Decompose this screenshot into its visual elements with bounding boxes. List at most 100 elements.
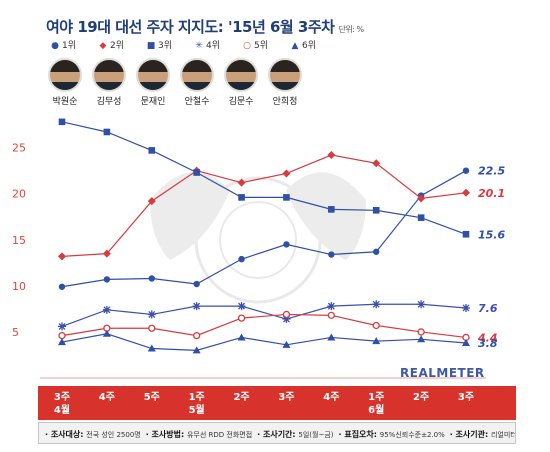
- data-point: [58, 338, 66, 346]
- portrait-photo-icon: [268, 58, 302, 92]
- data-point: [58, 322, 66, 331]
- data-point: [417, 214, 425, 221]
- data-point: [462, 167, 470, 174]
- data-point: [283, 241, 290, 248]
- y-tick-label: 25: [12, 142, 26, 155]
- data-point: [103, 276, 111, 283]
- footer-label: · 조사기관:: [449, 430, 491, 439]
- portrait-photo-icon: [136, 58, 170, 92]
- end-value-label: 4.4: [477, 331, 498, 344]
- candidate-name: 박원순: [52, 97, 78, 107]
- footer-value: 리얼미터: [490, 431, 516, 439]
- data-point: [147, 310, 156, 319]
- footer-value: 5일(월~금): [298, 431, 334, 439]
- data-point: [103, 128, 111, 136]
- data-point: [193, 169, 200, 176]
- data-point: [237, 333, 246, 341]
- data-point: [417, 328, 425, 336]
- x-tick-label: 4주: [99, 391, 115, 403]
- data-point: [328, 206, 335, 213]
- candidate-portrait: 김문수: [222, 58, 260, 107]
- data-point: [148, 275, 155, 282]
- end-value-label: 15.6: [478, 228, 505, 241]
- series-line: [61, 303, 467, 327]
- data-point: [372, 159, 381, 168]
- legend-label: 4위: [206, 41, 221, 51]
- data-point: [327, 151, 336, 160]
- legend-item: ▲ 6위: [290, 38, 316, 51]
- footer-label: · 조사방법:: [145, 430, 187, 439]
- unit-label: 단위: %: [338, 25, 364, 34]
- data-point: [327, 302, 336, 311]
- data-point: [148, 147, 156, 154]
- candidate-portrait: 문재인: [134, 58, 172, 107]
- legend-label: 3위: [158, 41, 173, 51]
- data-point: [282, 310, 291, 319]
- portrait-photo-icon: [224, 58, 258, 92]
- x-month-label: 5월: [189, 404, 205, 416]
- brand-watermark: REALMETER: [400, 366, 485, 380]
- candidate-name: 김문수: [228, 97, 254, 107]
- x-tick-label: 1주: [368, 391, 384, 403]
- data-point: [462, 303, 470, 312]
- chart-title: 여야 19대 대선 주자 지지도: '15년 6월 3주차 단위: %: [46, 16, 364, 37]
- footer-item: · 조사대상: 전국 성인 2500명: [45, 430, 141, 439]
- series-line: [61, 154, 467, 257]
- candidate-name: 안희정: [272, 97, 298, 107]
- x-month-label: 4월: [54, 404, 70, 416]
- y-tick-label: 5: [12, 326, 19, 339]
- data-point: [147, 344, 156, 352]
- data-point: [238, 255, 245, 263]
- x-tick-label: 3주: [278, 391, 294, 403]
- data-point: [193, 331, 201, 340]
- x-tick-label: 3주: [458, 391, 474, 403]
- legend-marker-icon: ▲: [291, 41, 299, 51]
- data-point: [372, 337, 381, 345]
- candidate-portrait: 안철수: [178, 58, 216, 107]
- series-line: [61, 170, 467, 288]
- legend-marker-icon: ■: [146, 41, 156, 51]
- data-point: [58, 283, 66, 290]
- chart-axes: 5 10 15 20 25: [12, 142, 486, 379]
- data-point: [192, 302, 201, 311]
- data-point: [417, 335, 426, 343]
- chart-title-text: 여야 19대 대선 주자 지지도: '15년 6월 3주차: [46, 18, 335, 36]
- data-point: [58, 331, 66, 340]
- footer-label: · 조사기간:: [257, 430, 299, 439]
- data-point: [147, 197, 156, 206]
- data-point: [58, 252, 66, 261]
- x-tick-label: 4주: [323, 391, 339, 403]
- data-point: [462, 188, 470, 197]
- candidate-name: 안철수: [184, 97, 210, 107]
- x-tick-label: 3주: [54, 391, 70, 403]
- legend-item: ◆ 2위: [98, 38, 124, 51]
- footer-label: · 조사대상:: [45, 430, 87, 439]
- legend-marker-icon: ✳: [195, 41, 203, 51]
- data-point: [328, 251, 335, 258]
- portrait-photo-icon: [92, 58, 126, 92]
- legend-marker-icon: ●: [51, 41, 59, 51]
- x-tick-label: 2주: [413, 391, 429, 403]
- x-axis-band-bg: [38, 386, 516, 420]
- legend: ● 1위 ◆ 2위 ■ 3위 ✳ 4위 ○ 5위 ▲ 6위: [50, 38, 350, 54]
- series-line: [61, 313, 467, 339]
- survey-footer: · 조사대상: 전국 성인 2500명 · 조사방법: 유무선 RDD 전화면접 ·…: [38, 422, 516, 444]
- data-point: [148, 324, 156, 332]
- data-point: [282, 315, 291, 324]
- end-value-label: 3.8: [478, 337, 498, 350]
- data-point: [192, 346, 201, 354]
- portrait-photo-icon: [180, 58, 214, 92]
- data-point: [102, 305, 111, 314]
- series-layer: 22.5 20.1 15.6 7.6 4.43.8: [58, 118, 505, 354]
- legend-item: ■ 3위: [146, 38, 172, 51]
- candidate-portrait: 김무성: [90, 58, 128, 107]
- data-point: [372, 321, 380, 330]
- data-point: [417, 194, 426, 203]
- y-tick-label: 10: [12, 280, 26, 293]
- footer-value: 유무선 RDD 전화면접: [186, 431, 253, 439]
- legend-label: 6위: [302, 41, 317, 51]
- legend-item: ○ 5위: [242, 38, 268, 51]
- legend-label: 1위: [62, 41, 77, 51]
